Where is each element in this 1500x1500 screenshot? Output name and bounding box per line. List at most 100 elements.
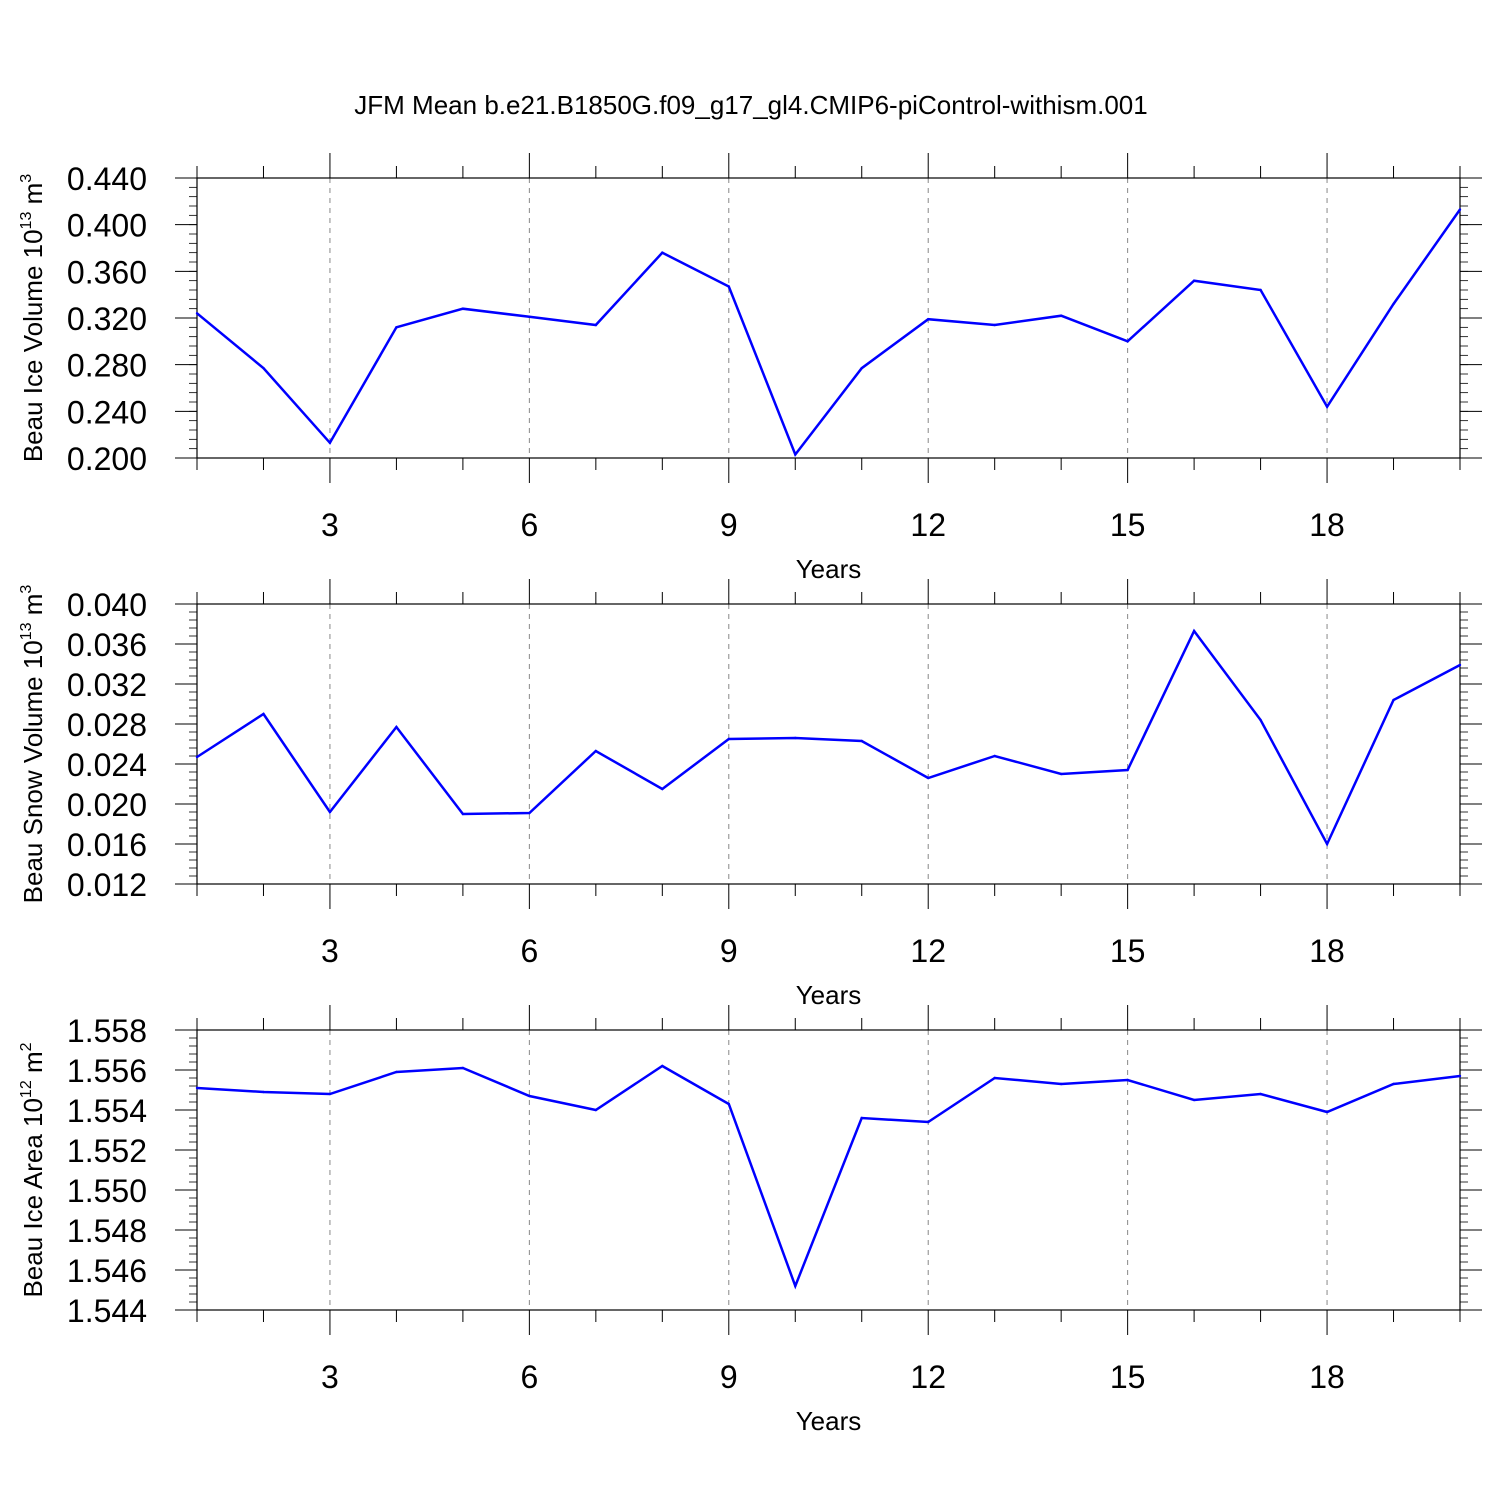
data-point — [195, 312, 199, 315]
data-point — [1392, 698, 1395, 702]
x-tick-label: 3 — [321, 1359, 339, 1395]
data-point — [727, 285, 730, 288]
y-axis-title-unit-exp: 2 — [18, 1042, 35, 1051]
data-point — [1458, 1074, 1462, 1078]
data-point — [461, 1066, 465, 1070]
y-axis-title: Beau Ice Area 1012 m2 — [18, 1042, 48, 1297]
y-axis-title-exp: 13 — [18, 212, 35, 230]
x-tick-label: 18 — [1309, 933, 1345, 969]
y-axis-title-unit: m — [18, 1051, 48, 1080]
y-axis-title-unit-exp: 3 — [18, 585, 35, 594]
y-axis-title-base: Beau Ice Area 10 — [18, 1098, 48, 1297]
data-point — [395, 725, 398, 729]
y-tick-label: 0.360 — [67, 254, 147, 290]
y-tick-label: 0.024 — [67, 747, 147, 783]
y-axis-title: Beau Snow Volume 1013 m3 — [18, 585, 48, 904]
y-axis-title-unit: m — [18, 594, 48, 623]
data-point — [594, 323, 598, 327]
x-tick-label: 9 — [720, 1359, 738, 1395]
x-tick-label: 3 — [321, 933, 339, 969]
plot-frame — [196, 603, 1461, 885]
x-tick-label: 15 — [1110, 1359, 1146, 1395]
y-tick-label: 1.550 — [67, 1173, 147, 1209]
x-tick-label: 9 — [720, 933, 738, 969]
data-point — [461, 307, 465, 310]
data-point — [661, 251, 664, 254]
data-point — [328, 810, 332, 814]
y-tick-label: 0.020 — [67, 787, 147, 823]
data-point — [1259, 718, 1262, 722]
data-point — [395, 326, 398, 329]
data-point — [1458, 663, 1462, 667]
data-point — [1458, 208, 1462, 211]
y-axis-title-base: Beau Ice Volume 10 — [18, 229, 48, 462]
x-tick-label: 18 — [1309, 507, 1345, 543]
x-tick-label: 15 — [1110, 933, 1146, 969]
y-tick-label: 0.040 — [67, 587, 147, 623]
y-axis-title-exp: 13 — [18, 622, 35, 640]
data-point — [528, 811, 531, 815]
data-point — [1259, 1092, 1262, 1096]
data-point — [993, 323, 996, 327]
y-axis-title-unit-exp: 3 — [18, 174, 35, 183]
data-point — [395, 1070, 398, 1074]
y-axis-title-exp: 12 — [18, 1080, 35, 1098]
x-tick-label: 6 — [520, 933, 538, 969]
data-point — [528, 315, 531, 319]
data-point — [1392, 1082, 1395, 1086]
series-line — [196, 628, 1461, 847]
data-point — [1126, 340, 1129, 343]
y-tick-label: 1.554 — [67, 1093, 147, 1129]
y-tick-label: 0.440 — [67, 161, 147, 197]
data-point — [594, 749, 598, 753]
y-tick-label: 0.240 — [67, 394, 147, 430]
y-tick-label: 1.558 — [67, 1013, 147, 1049]
data-point — [1192, 279, 1196, 282]
data-point — [1126, 1078, 1129, 1082]
y-tick-label: 1.552 — [67, 1133, 147, 1169]
data-point — [461, 812, 465, 816]
y-tick-label: 1.546 — [67, 1253, 147, 1289]
y-axis-title-base: Beau Snow Volume 10 — [18, 640, 48, 903]
data-point — [1059, 772, 1063, 776]
plot-frame — [196, 177, 1461, 459]
y-tick-label: 0.036 — [67, 627, 147, 663]
data-point — [1059, 314, 1063, 317]
x-tick-label: 9 — [720, 507, 738, 543]
data-point — [860, 739, 863, 743]
x-tick-label: 18 — [1309, 1359, 1345, 1395]
data-point — [661, 787, 664, 791]
y-tick-label: 0.200 — [67, 441, 147, 477]
x-axis-title: Years — [796, 980, 862, 1010]
x-tick-label: 12 — [910, 1359, 946, 1395]
data-point — [927, 317, 930, 321]
y-tick-label: 1.556 — [67, 1053, 147, 1089]
data-point — [262, 366, 265, 370]
data-point — [195, 1086, 199, 1090]
x-tick-label: 6 — [520, 507, 538, 543]
y-tick-label: 1.544 — [67, 1293, 147, 1329]
x-tick-label: 6 — [520, 1359, 538, 1395]
data-point — [328, 441, 332, 445]
data-point — [1059, 1082, 1063, 1086]
data-point — [993, 754, 996, 758]
figure-title: JFM Mean b.e21.B1850G.f09_g17_gl4.CMIP6-… — [354, 90, 1147, 120]
y-tick-label: 0.016 — [67, 827, 147, 863]
data-point — [860, 366, 863, 370]
data-point — [328, 1092, 332, 1096]
data-point — [262, 712, 265, 716]
chart-panel-2: 3 6 9 12 15 18 0.012 0.016 0.020 0.024 0.028 0.032 0… — [18, 579, 1482, 1010]
data-point — [860, 1116, 863, 1120]
data-point — [794, 453, 797, 456]
plot-frame — [196, 1029, 1461, 1311]
x-axis-title: Years — [796, 1406, 862, 1436]
x-tick-label: 12 — [910, 507, 946, 543]
data-point — [794, 736, 797, 740]
data-point — [1392, 302, 1395, 306]
y-tick-label: 1.548 — [67, 1213, 147, 1249]
data-point — [927, 1120, 930, 1124]
chart-panel-3: 3 6 9 12 15 18 1.544 1.546 1.548 1.550 1.552 1.554 1… — [18, 1005, 1482, 1436]
series-line — [196, 208, 1462, 458]
y-axis-title-unit: m — [18, 183, 48, 212]
data-point — [993, 1076, 996, 1080]
